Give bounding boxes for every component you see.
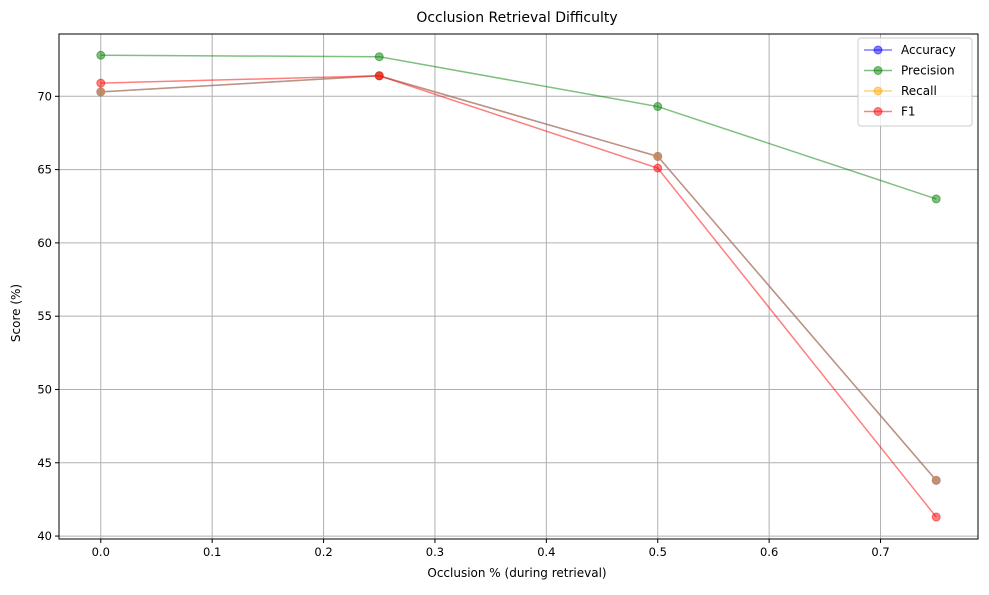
data-point-f1 <box>653 163 663 173</box>
legend-label: Recall <box>901 84 937 98</box>
legend-swatch-marker <box>873 45 883 55</box>
x-tick-label: 0.6 <box>760 545 778 559</box>
series-line-f1 <box>100 75 937 518</box>
data-point-precision <box>653 102 663 112</box>
series-recall <box>96 71 941 485</box>
legend-box <box>857 37 973 127</box>
y-tick-label: 70 <box>37 89 52 103</box>
series-accuracy <box>96 71 941 485</box>
plot-frame <box>58 33 979 540</box>
y-tick-label: 45 <box>37 456 52 470</box>
x-axis-ticks: 0.0 0.1 0.2 0.3 0.4 0.5 0.6 0.7 <box>92 539 890 559</box>
x-tick-label: 0.1 <box>203 545 221 559</box>
series-precision <box>96 50 941 204</box>
series-group <box>96 50 941 522</box>
y-tick-label: 60 <box>37 236 52 250</box>
legend-item-precision: Precision <box>864 64 955 78</box>
legend-label: F1 <box>901 105 916 119</box>
x-tick-label: 0.4 <box>537 545 555 559</box>
legend-item-recall: Recall <box>864 84 937 98</box>
data-point-recall <box>931 475 941 485</box>
x-axis-label: Occlusion % (during retrieval) <box>427 566 606 580</box>
legend-item-f1: F1 <box>864 105 916 119</box>
legend: Accuracy Precision Recall F1 <box>857 37 973 127</box>
y-tick-label: 65 <box>37 163 52 177</box>
data-point-precision <box>96 50 106 60</box>
x-tick-label: 0.7 <box>871 545 889 559</box>
series-line-precision <box>100 54 937 200</box>
x-tick-label: 0.5 <box>649 545 667 559</box>
legend-swatch-marker <box>873 66 883 75</box>
legend-label: Accuracy <box>901 43 956 57</box>
series-line-accuracy <box>100 75 937 481</box>
series-line-recall <box>100 75 937 481</box>
data-point-f1 <box>96 78 106 88</box>
legend-swatch-marker <box>873 86 883 96</box>
data-point-recall <box>96 87 106 97</box>
y-tick-label: 50 <box>37 382 52 396</box>
y-axis-label: Score (%) <box>9 284 23 342</box>
x-tick-label: 0.3 <box>426 545 444 559</box>
data-point-f1 <box>374 71 384 81</box>
chart-title: Occlusion Retrieval Difficulty <box>416 10 617 26</box>
data-point-recall <box>653 151 663 161</box>
x-tick-label: 0.0 <box>92 545 110 559</box>
legend-label: Precision <box>901 64 955 78</box>
y-tick-label: 40 <box>37 529 52 543</box>
y-tick-label: 55 <box>37 309 52 323</box>
data-point-precision <box>374 52 384 62</box>
series-f1 <box>96 71 941 522</box>
legend-item-accuracy: Accuracy <box>864 43 956 57</box>
grid <box>59 34 978 539</box>
data-point-f1 <box>931 512 941 522</box>
data-point-precision <box>931 194 941 204</box>
legend-swatch-marker <box>873 107 883 116</box>
x-tick-label: 0.2 <box>314 545 332 559</box>
y-axis-ticks: 40 45 50 55 60 65 70 <box>37 89 59 543</box>
